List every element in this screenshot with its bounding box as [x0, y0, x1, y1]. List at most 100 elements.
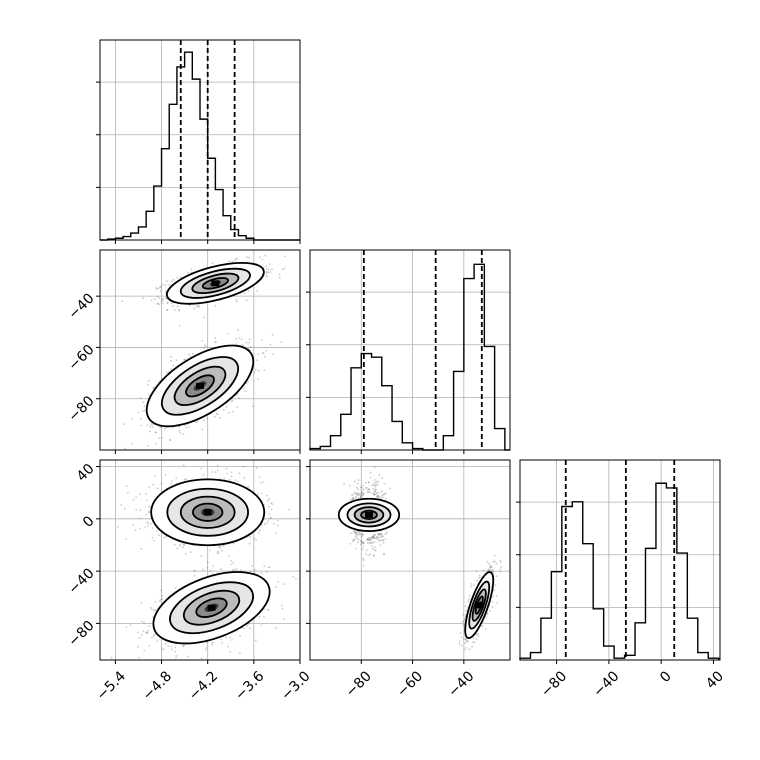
scatter-point [357, 541, 359, 544]
scatter-point [373, 546, 376, 549]
scatter-point [143, 405, 146, 408]
scatter-point [206, 561, 209, 564]
scatter-point [353, 530, 356, 533]
scatter-point [281, 607, 284, 610]
scatter-point [131, 417, 134, 420]
scatter-point [249, 535, 252, 538]
scatter-point [123, 423, 125, 426]
scatter-point [351, 497, 354, 500]
scatter-point [458, 642, 461, 645]
x-tick-label: −80 [343, 668, 375, 700]
scatter-point [166, 301, 169, 304]
scatter-point [465, 640, 468, 643]
scatter-point [491, 600, 493, 603]
scatter-point [377, 538, 380, 541]
scatter-point [183, 478, 186, 481]
scatter-point [375, 537, 378, 540]
scatter-point [362, 542, 364, 545]
scatter-point [359, 492, 362, 495]
scatter-point [372, 484, 375, 486]
scatter-point [167, 645, 170, 647]
scatter-point [116, 526, 119, 528]
scatter-point [248, 341, 251, 344]
scatter-point [373, 493, 376, 496]
contour-line [191, 502, 224, 522]
scatter-point [464, 642, 466, 645]
scatter-point [368, 488, 370, 491]
scatter-point [216, 464, 219, 467]
scatter-point [264, 355, 266, 358]
scatter-point [146, 521, 149, 524]
density-peak [207, 604, 216, 611]
scatter-point [367, 481, 370, 484]
scatter-point [295, 578, 297, 580]
panel-frame [309, 459, 511, 661]
scatter-point [362, 484, 364, 487]
scatter-point [499, 559, 502, 562]
scatter-point [367, 488, 369, 491]
density-peak [364, 511, 373, 518]
scatter-point [355, 492, 358, 494]
scatter-point [377, 495, 380, 498]
scatter-point [204, 344, 206, 346]
scatter-point [481, 625, 484, 628]
scatter-point [362, 557, 365, 560]
scatter-point [152, 635, 155, 637]
scatter-point [137, 645, 140, 648]
scatter-point [270, 516, 272, 519]
scatter-point [378, 474, 381, 477]
scatter-point [253, 246, 255, 248]
scatter-point [150, 523, 152, 525]
scatter-point [268, 263, 271, 265]
scatter-point [129, 624, 132, 626]
scatter-point [229, 636, 232, 639]
scatter-point [374, 533, 377, 536]
scatter-point [267, 566, 269, 569]
scatter-point [161, 595, 163, 598]
scatter-point [370, 542, 373, 545]
scatter-point [242, 465, 245, 468]
scatter-point [350, 532, 352, 534]
panel-content [310, 460, 510, 660]
scatter-point [349, 542, 352, 545]
scatter-point [496, 602, 499, 604]
scatter-point [356, 534, 358, 537]
scatter-point [356, 537, 359, 540]
scatter-point [475, 633, 478, 636]
scatter-point [195, 305, 198, 308]
scatter-point [123, 508, 126, 510]
scatter-point [171, 302, 174, 304]
scatter-point [176, 276, 179, 279]
scatter-point [362, 493, 364, 495]
scatter-point [158, 600, 161, 603]
scatter-point [160, 285, 162, 288]
scatter-point [267, 608, 269, 611]
scatter-point [173, 309, 176, 311]
scatter-point [219, 416, 221, 419]
scatter-point [485, 615, 487, 618]
scatter-point [125, 626, 128, 629]
scatter-point [215, 412, 218, 415]
scatter-point [489, 609, 492, 612]
scatter-point [148, 625, 151, 627]
scatter-point [211, 641, 214, 644]
contour-line [173, 365, 227, 407]
scatter-point [147, 510, 150, 513]
scatter-point [272, 353, 274, 355]
scatter-point [277, 580, 280, 583]
scatter-point [228, 478, 231, 481]
scatter-point [359, 533, 362, 536]
scatter-point [237, 329, 240, 332]
scatter-point [179, 543, 182, 546]
scatter-point [158, 297, 161, 299]
x-tick-label: −80 [538, 668, 570, 700]
contour-line [337, 497, 401, 532]
scatter-point [465, 638, 467, 640]
scatter-point [211, 471, 214, 473]
scatter-point [142, 630, 145, 633]
contour-line [201, 277, 229, 290]
scatter-point [200, 467, 203, 470]
scatter-point [234, 479, 237, 482]
scatter-point [163, 648, 166, 651]
scatter-point [170, 480, 173, 482]
